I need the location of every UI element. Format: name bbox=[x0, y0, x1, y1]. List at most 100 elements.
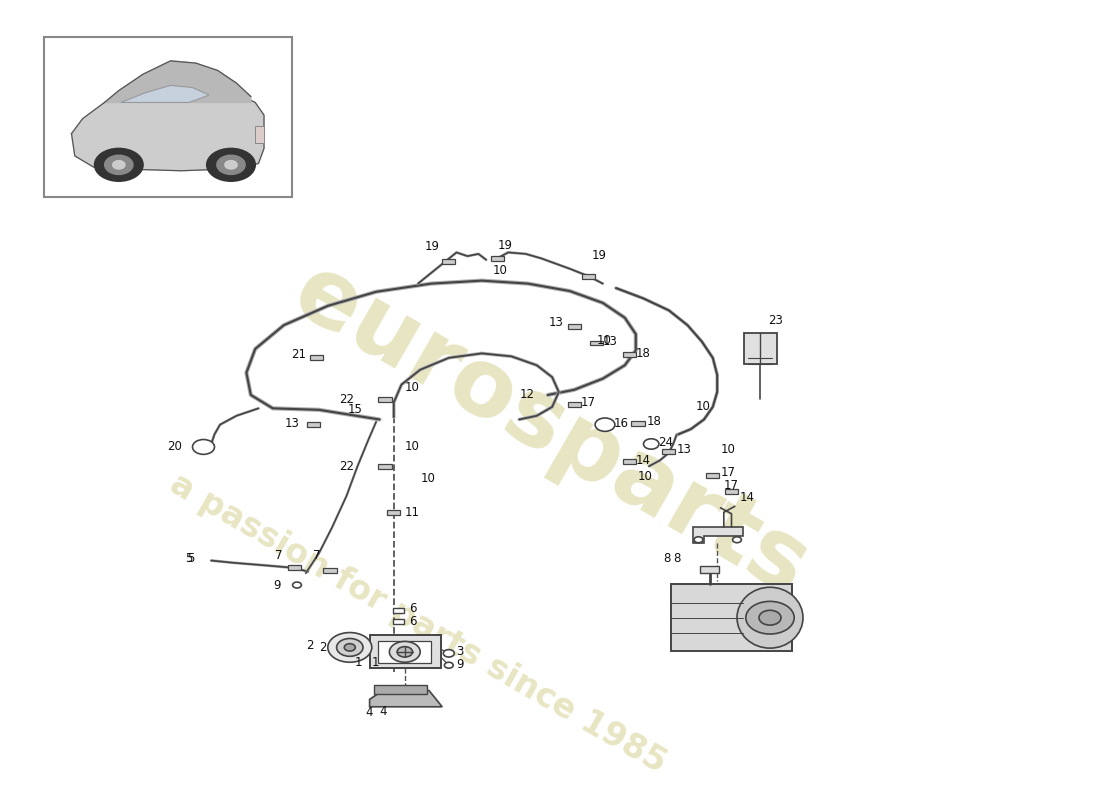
Text: 19: 19 bbox=[425, 240, 440, 253]
Text: 6: 6 bbox=[409, 615, 417, 628]
Text: 10: 10 bbox=[596, 334, 612, 346]
Text: 4: 4 bbox=[365, 706, 373, 719]
Polygon shape bbox=[693, 527, 742, 543]
Text: 9: 9 bbox=[273, 578, 280, 591]
Bar bbox=[706, 473, 719, 478]
Circle shape bbox=[328, 633, 372, 662]
Circle shape bbox=[344, 644, 355, 651]
Bar bbox=[307, 422, 320, 427]
Bar bbox=[323, 568, 337, 573]
Text: 19: 19 bbox=[592, 249, 607, 262]
Circle shape bbox=[112, 161, 124, 169]
Text: 10: 10 bbox=[493, 265, 508, 278]
Circle shape bbox=[443, 650, 454, 657]
Circle shape bbox=[444, 662, 453, 668]
Text: 10: 10 bbox=[405, 381, 420, 394]
Circle shape bbox=[644, 438, 659, 449]
Circle shape bbox=[224, 161, 238, 169]
Bar bbox=[623, 353, 636, 358]
Text: 11: 11 bbox=[405, 506, 420, 518]
Bar bbox=[288, 565, 301, 570]
Text: 7: 7 bbox=[314, 549, 321, 562]
Text: 10: 10 bbox=[695, 400, 711, 414]
Circle shape bbox=[192, 439, 215, 454]
Polygon shape bbox=[104, 61, 251, 102]
Text: 20: 20 bbox=[166, 441, 182, 454]
Text: 14: 14 bbox=[739, 491, 755, 504]
Circle shape bbox=[595, 418, 615, 431]
Text: 24: 24 bbox=[658, 436, 673, 449]
Circle shape bbox=[95, 149, 143, 181]
Bar bbox=[671, 584, 792, 651]
Bar bbox=[387, 510, 400, 514]
Text: 6: 6 bbox=[409, 602, 417, 615]
Circle shape bbox=[217, 155, 245, 174]
Text: 13: 13 bbox=[603, 335, 618, 348]
Text: 13: 13 bbox=[548, 317, 563, 330]
Text: 18: 18 bbox=[647, 415, 662, 428]
Text: 3: 3 bbox=[456, 646, 464, 658]
Text: 17: 17 bbox=[720, 466, 736, 478]
Text: 8: 8 bbox=[663, 552, 671, 565]
Bar bbox=[370, 634, 441, 668]
Bar bbox=[568, 324, 581, 329]
Text: 5: 5 bbox=[185, 552, 192, 565]
Text: 23: 23 bbox=[768, 314, 783, 327]
Text: 1: 1 bbox=[372, 656, 379, 669]
Text: 21: 21 bbox=[290, 348, 306, 362]
Text: 16: 16 bbox=[614, 417, 629, 430]
Circle shape bbox=[746, 602, 794, 634]
Text: 22: 22 bbox=[339, 460, 354, 473]
Text: 10: 10 bbox=[720, 442, 736, 456]
Text: 17: 17 bbox=[581, 396, 596, 409]
Bar bbox=[255, 126, 264, 142]
Text: 1: 1 bbox=[354, 656, 362, 669]
Bar bbox=[725, 489, 738, 494]
Text: 10: 10 bbox=[420, 472, 436, 486]
Bar bbox=[44, 37, 292, 197]
Circle shape bbox=[397, 646, 412, 657]
Circle shape bbox=[207, 149, 255, 181]
Bar bbox=[700, 566, 719, 573]
Text: 13: 13 bbox=[676, 443, 692, 457]
Bar bbox=[662, 449, 675, 454]
Text: 4: 4 bbox=[379, 705, 387, 718]
Bar bbox=[393, 608, 404, 613]
Bar bbox=[744, 333, 777, 364]
Polygon shape bbox=[370, 690, 442, 706]
Bar bbox=[374, 686, 427, 694]
Text: 5: 5 bbox=[187, 552, 195, 565]
Text: 19: 19 bbox=[497, 238, 513, 251]
Text: 10: 10 bbox=[405, 441, 420, 454]
Polygon shape bbox=[121, 86, 209, 102]
Text: 17: 17 bbox=[724, 479, 739, 492]
Bar bbox=[378, 397, 392, 402]
Bar bbox=[378, 641, 431, 663]
Text: 18: 18 bbox=[636, 347, 651, 360]
Bar bbox=[631, 421, 645, 426]
Bar bbox=[310, 355, 323, 360]
Bar bbox=[590, 341, 603, 346]
Text: 7: 7 bbox=[275, 549, 283, 562]
Bar bbox=[393, 619, 404, 624]
Text: 10: 10 bbox=[638, 470, 653, 483]
Circle shape bbox=[733, 537, 741, 542]
Text: 22: 22 bbox=[339, 393, 354, 406]
Bar bbox=[582, 274, 595, 279]
Polygon shape bbox=[72, 80, 264, 170]
Circle shape bbox=[104, 155, 133, 174]
Bar bbox=[568, 402, 581, 407]
Ellipse shape bbox=[737, 587, 803, 648]
Text: 8: 8 bbox=[673, 552, 681, 565]
Text: 15: 15 bbox=[348, 403, 363, 416]
Text: a passion for parts since 1985: a passion for parts since 1985 bbox=[164, 467, 672, 780]
Bar bbox=[623, 459, 636, 464]
Bar bbox=[491, 256, 504, 261]
Circle shape bbox=[759, 610, 781, 625]
Circle shape bbox=[389, 642, 420, 662]
Text: 2: 2 bbox=[306, 639, 313, 653]
Text: 13: 13 bbox=[284, 417, 299, 430]
Text: eurosparts: eurosparts bbox=[276, 246, 824, 615]
Circle shape bbox=[293, 582, 301, 588]
Bar bbox=[378, 464, 392, 469]
